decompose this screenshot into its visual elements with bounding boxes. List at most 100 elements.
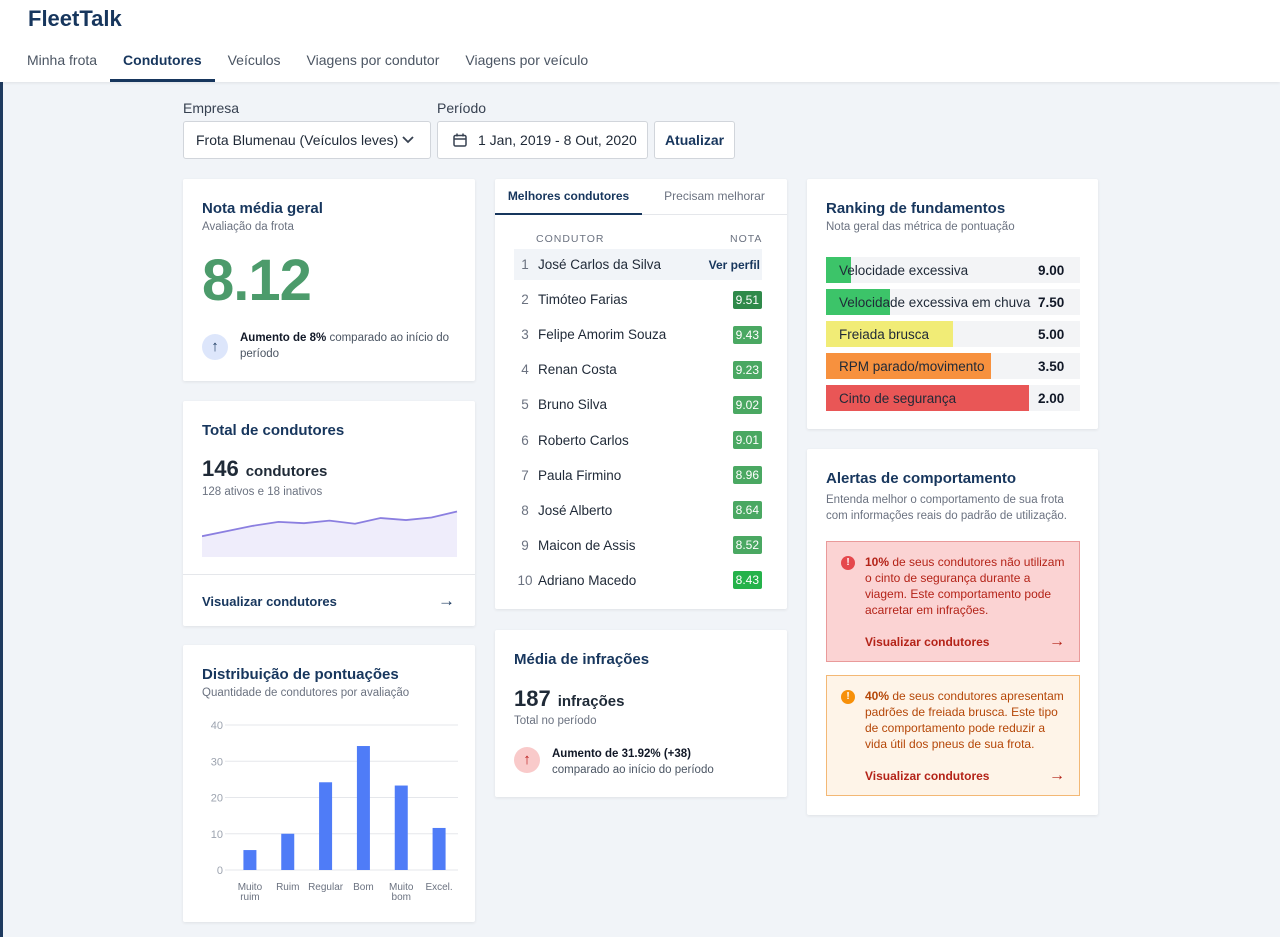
- distribution-title: Distribuição de pontuações: [202, 666, 399, 683]
- period-label: Período: [437, 100, 487, 116]
- arrow-right-icon: →: [1049, 767, 1065, 784]
- score-badge: 8.43: [732, 571, 762, 590]
- view-profile-link[interactable]: Ver perfil: [708, 257, 760, 272]
- alert-circle-icon: !: [841, 556, 855, 570]
- alert-braking-text: 40% de seus condutores apresentam padrõe…: [865, 688, 1065, 752]
- ranking-row[interactable]: 8 José Alberto 8.64: [514, 495, 762, 526]
- ranking-row[interactable]: 6 Roberto Carlos 9.01: [514, 425, 762, 456]
- infractions-detail: Total no período: [514, 715, 597, 727]
- x-tick-label: Excel.: [425, 882, 452, 893]
- infractions-title: Média de infrações: [514, 651, 650, 668]
- alert-seatbelt-link[interactable]: Visualizar condutores →: [865, 634, 1065, 650]
- alert-braking-link[interactable]: Visualizar condutores →: [865, 768, 1065, 784]
- drivers-total-title: Total de condutores: [202, 422, 345, 439]
- avg-score-change-text: comparado ao início do período: [240, 332, 450, 360]
- y-tick-label: 30: [211, 756, 223, 768]
- x-tick-label: Bom: [353, 882, 374, 893]
- ranking-driver-name: Timóteo Farias: [538, 292, 628, 308]
- tab-veiculos[interactable]: Veículos: [227, 52, 281, 68]
- period-picker[interactable]: 1 Jan, 2019 - 8 Out, 2020: [437, 121, 648, 159]
- view-drivers-link[interactable]: Visualizar condutores →: [202, 591, 455, 611]
- tab-need-improve[interactable]: Precisam melhorar: [664, 189, 765, 203]
- company-select-value: Frota Blumenau (Veículos leves): [196, 132, 399, 148]
- alerts-card: Alertas de comportamento Entenda melhor …: [807, 449, 1098, 815]
- fundamental-label: RPM parado/movimento: [839, 358, 985, 374]
- infractions-unit: infrações: [557, 693, 625, 710]
- calendar-icon: [453, 133, 467, 147]
- ranking-driver-name: José Carlos da Silva: [538, 257, 662, 272]
- fundamental-label: Cinto de segurança: [839, 390, 957, 406]
- tab-condutores[interactable]: Condutores: [110, 44, 215, 82]
- alert-braking: ! 40% de seus condutores apresentam padr…: [826, 675, 1080, 796]
- ranking-row[interactable]: 5 Bruno Silva 9.02: [514, 389, 762, 420]
- ranking-row[interactable]: 10 Adriano Macedo 8.43: [514, 565, 762, 596]
- alert-braking-body: de seus condutores apresentam padrões de…: [865, 689, 1064, 751]
- drivers-detail: 128 ativos e 18 inativos: [202, 486, 323, 498]
- fundamental-value: 7.50: [1038, 294, 1065, 310]
- score-badge: 9.51: [732, 290, 762, 309]
- bar-0: [243, 850, 257, 870]
- bar-4: [394, 785, 408, 870]
- ranking-row[interactable]: 9 Maicon de Assis 8.52: [514, 530, 762, 561]
- ranking-row[interactable]: 2 Timóteo Farias 9.51: [514, 284, 762, 315]
- ranking-row[interactable]: 4 Renan Costa 9.23: [514, 354, 762, 385]
- alert-braking-bold: 40%: [865, 689, 890, 703]
- tab-viagens-veiculo[interactable]: Viagens por veículo: [465, 52, 589, 68]
- avg-score-change: Aumento de 8% comparado ao início do per…: [240, 330, 460, 362]
- distribution-card: Distribuição de pontuações Quantidade de…: [183, 645, 475, 922]
- score-badge: 9.43: [732, 325, 762, 344]
- fundamental-label: Velocidade excessiva em chuva: [839, 294, 1031, 310]
- ranking-driver-name: Renan Costa: [538, 362, 617, 378]
- x-tick-label: Muito: [238, 882, 263, 893]
- alert-seatbelt-link-label: Visualizar condutores: [865, 635, 990, 649]
- update-button[interactable]: Atualizar: [654, 121, 735, 159]
- x-tick-label: bom: [392, 892, 411, 903]
- x-tick-label: ruim: [240, 892, 259, 903]
- infractions-change-text: comparado ao início do período: [552, 764, 714, 776]
- avg-score-subtitle: Avaliação da frota: [202, 221, 294, 233]
- avg-score-title: Nota média geral: [202, 200, 323, 217]
- alert-seatbelt: ! 10% de seus condutores não utilizam o …: [826, 541, 1080, 662]
- ranking-row[interactable]: 7 Paula Firmino 8.96: [514, 460, 762, 491]
- bar-3: [356, 746, 370, 870]
- fundamental-value: 2.00: [1038, 390, 1065, 406]
- fundamental-row: Freiada brusca 5.00: [826, 321, 1080, 347]
- fundamental-value: 9.00: [1038, 262, 1065, 278]
- ranking-rank: 4: [521, 362, 529, 378]
- tab-minha-frota[interactable]: Minha frota: [27, 52, 98, 68]
- tab-viagens-condutor[interactable]: Viagens por condutor: [306, 52, 440, 68]
- bar-2: [319, 782, 333, 870]
- fundamental-bar: [826, 385, 1030, 411]
- fundamental-row: RPM parado/movimento 3.50: [826, 353, 1080, 379]
- ranking-driver-name: Paula Firmino: [538, 467, 622, 483]
- ranking-row[interactable]: 3 Felipe Amorim Souza 9.43: [514, 319, 762, 350]
- company-select[interactable]: Frota Blumenau (Veículos leves): [183, 121, 431, 159]
- fundamental-label: Freiada brusca: [839, 326, 930, 342]
- alerts-title: Alertas de comportamento: [826, 470, 1017, 487]
- fundamental-label: Velocidade excessiva: [839, 262, 969, 278]
- chevron-down-icon: [402, 136, 414, 144]
- alert-seatbelt-bold: 10%: [865, 555, 890, 569]
- ranking-rank: 7: [521, 467, 529, 483]
- ranking-rank: 3: [521, 327, 529, 343]
- score-badge: 8.52: [732, 536, 762, 555]
- y-tick-label: 0: [217, 865, 223, 877]
- tab-best-drivers[interactable]: Melhores condutores: [495, 179, 642, 215]
- fundamental-bar: [826, 353, 992, 379]
- drivers-total-card: Total de condutores 146 condutores 128 a…: [183, 401, 475, 626]
- fundamental-bar: [826, 321, 953, 347]
- fundamental-row: Velocidade excessiva em chuva 7.50: [826, 289, 1080, 315]
- ranking-row[interactable]: 1 José Carlos da Silva Ver perfil: [514, 249, 762, 280]
- drivers-count-line: 146 condutores: [202, 456, 327, 482]
- alert-seatbelt-text: 10% de seus condutores não utilizam o ci…: [865, 554, 1065, 618]
- period-value: 1 Jan, 2019 - 8 Out, 2020: [478, 132, 637, 148]
- infractions-change-bold: Aumento de 31.92% (+38): [552, 748, 692, 760]
- bar-5: [432, 827, 446, 870]
- y-tick-label: 40: [211, 720, 223, 732]
- arrow-up-icon: ↑: [514, 747, 540, 773]
- arrow-up-icon: ↑: [202, 334, 228, 360]
- ranking-rank: 6: [521, 432, 529, 448]
- col-score-header: NOTA: [730, 233, 763, 245]
- fundamental-bar: [826, 257, 852, 283]
